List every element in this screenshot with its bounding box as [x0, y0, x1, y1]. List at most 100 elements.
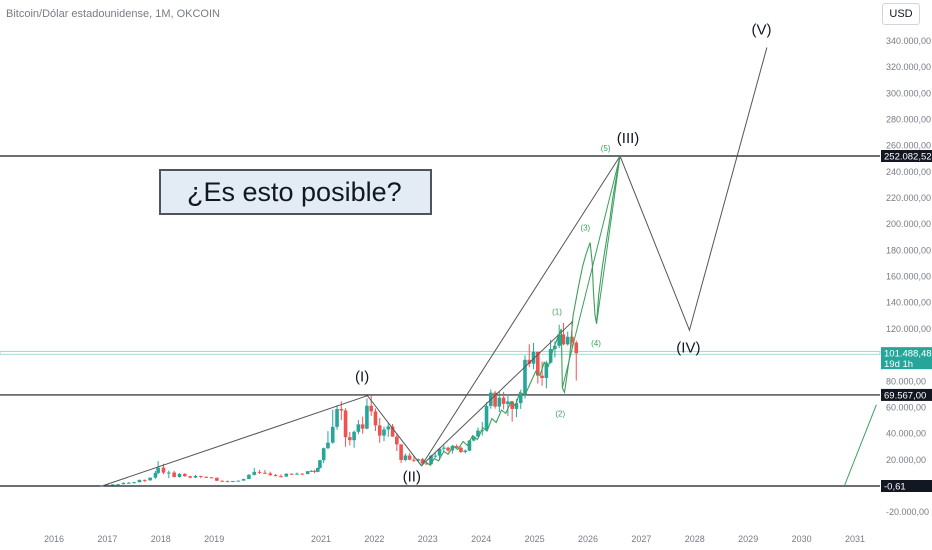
candle[interactable] [148, 477, 152, 481]
candle[interactable] [241, 478, 246, 481]
candle[interactable] [204, 476, 208, 479]
candle[interactable] [295, 472, 299, 475]
candle[interactable] [454, 444, 459, 449]
candle[interactable] [315, 467, 320, 473]
candle[interactable] [247, 474, 251, 480]
projection-wedge-line[interactable] [596, 156, 621, 324]
candle[interactable] [531, 342, 536, 370]
projection-wedge-line[interactable] [561, 155, 621, 388]
candle[interactable] [231, 480, 235, 483]
candle[interactable] [348, 431, 352, 446]
candle[interactable] [377, 417, 382, 443]
candle[interactable] [156, 461, 160, 475]
candle[interactable] [501, 391, 506, 410]
candle[interactable] [335, 405, 339, 430]
candle[interactable] [407, 453, 412, 461]
candle[interactable] [476, 427, 480, 437]
candle[interactable] [116, 484, 120, 486]
candle[interactable] [433, 453, 438, 458]
candle[interactable] [263, 470, 267, 474]
candle[interactable] [497, 391, 502, 413]
trendlines[interactable] [101, 47, 768, 487]
candle[interactable] [199, 475, 203, 479]
candle[interactable] [252, 467, 257, 476]
candle[interactable] [172, 470, 176, 478]
candle[interactable] [506, 394, 510, 416]
candle[interactable] [318, 459, 322, 469]
candle[interactable] [273, 473, 278, 477]
candle[interactable] [446, 446, 450, 453]
candle[interactable] [352, 430, 356, 448]
candle[interactable] [305, 470, 310, 475]
candle[interactable] [557, 324, 561, 349]
candle[interactable] [459, 446, 463, 454]
candle[interactable] [289, 473, 294, 476]
candle[interactable] [312, 469, 317, 474]
currency-button[interactable]: USD [882, 3, 920, 25]
candle[interactable] [121, 482, 126, 485]
candle[interactable] [309, 470, 314, 472]
projection-tail-line[interactable] [843, 404, 877, 487]
candle[interactable] [561, 323, 566, 346]
candle[interactable] [220, 480, 225, 482]
candle[interactable] [484, 402, 489, 432]
candle[interactable] [574, 340, 579, 381]
candle[interactable] [268, 471, 273, 476]
y-axis[interactable]: 340.000,00 320.000,00 300.000,00 280.000,00… [886, 36, 931, 517]
candle[interactable] [183, 473, 187, 477]
candle[interactable] [442, 445, 446, 451]
x-axis[interactable]: 2016 2017 2018 2019 2021 2022 2023 2024 2025 2026… [44, 534, 865, 544]
candle[interactable] [177, 473, 182, 478]
candle[interactable] [225, 480, 230, 483]
candle[interactable] [188, 475, 192, 479]
candle[interactable] [510, 400, 514, 422]
candle[interactable] [137, 479, 142, 483]
candle[interactable] [382, 426, 386, 442]
trendline[interactable] [619, 47, 768, 332]
candle[interactable] [356, 420, 361, 435]
candle[interactable] [544, 360, 549, 389]
candle[interactable] [369, 395, 373, 416]
candle[interactable] [463, 449, 467, 454]
candle[interactable] [412, 456, 416, 463]
candle[interactable] [300, 473, 305, 475]
candle[interactable] [153, 470, 158, 479]
candle[interactable] [110, 484, 115, 486]
candle[interactable] [540, 361, 544, 386]
candle[interactable] [536, 351, 540, 384]
projection[interactable] [420, 155, 877, 487]
candle[interactable] [386, 422, 391, 437]
candle[interactable] [215, 477, 219, 482]
candle[interactable] [565, 331, 570, 346]
candle[interactable] [365, 398, 369, 430]
candle[interactable] [360, 416, 365, 434]
candle[interactable] [390, 423, 395, 437]
candle[interactable] [193, 474, 198, 479]
candle[interactable] [132, 482, 136, 484]
candle[interactable] [399, 444, 403, 463]
candle[interactable] [395, 433, 399, 452]
candle[interactable] [330, 409, 335, 444]
candles[interactable] [100, 320, 579, 487]
candle[interactable] [343, 408, 348, 447]
candle[interactable] [257, 469, 262, 475]
candle[interactable] [126, 482, 131, 484]
candle[interactable] [236, 480, 241, 482]
candle[interactable] [284, 473, 289, 477]
candle-body [501, 397, 506, 404]
candle[interactable] [209, 477, 214, 479]
candle[interactable] [321, 447, 326, 464]
candle[interactable] [279, 474, 283, 478]
candle[interactable] [523, 355, 527, 399]
candle[interactable] [326, 431, 330, 450]
projection-path[interactable] [420, 156, 621, 467]
trendline[interactable] [101, 155, 621, 487]
trendline[interactable] [421, 320, 574, 467]
candle[interactable] [167, 470, 171, 479]
horizontal-levels[interactable] [0, 155, 880, 487]
candle[interactable] [493, 390, 497, 409]
candle[interactable] [373, 408, 378, 432]
candle[interactable] [403, 453, 408, 462]
candle[interactable] [142, 479, 147, 483]
